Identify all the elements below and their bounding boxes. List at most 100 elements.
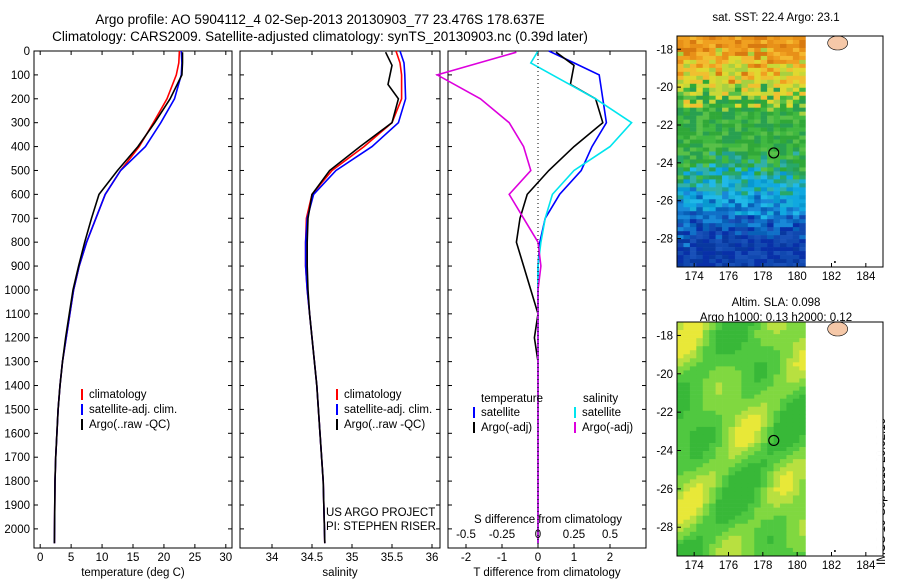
sla-map-cell [825, 491, 832, 496]
sst-map-cell [754, 219, 761, 224]
sla-map-cell [876, 434, 884, 440]
sst-map-cell [689, 259, 697, 264]
sst-map-cell [825, 123, 832, 128]
sla-map-cell [767, 511, 774, 516]
sst-map-cell [818, 215, 826, 220]
sla-map-cell [709, 430, 716, 436]
sst-map-cell [837, 195, 845, 200]
sst-map-cell [741, 171, 749, 176]
sst-map-cell [773, 139, 781, 144]
difference-axes-frame [447, 50, 647, 549]
sst-map-cell [773, 59, 781, 65]
sla-map-cell [747, 475, 755, 480]
sst-map-cell [870, 95, 877, 101]
sst-map-cell [825, 91, 832, 97]
sst-map-cell [689, 243, 697, 248]
sst-map-cell [696, 235, 704, 240]
sst-map-cell [773, 127, 781, 132]
sla-map-cell [876, 499, 884, 504]
sst-map-cell [696, 43, 704, 49]
sst-map-cell [728, 239, 736, 244]
sla-map-cell [702, 503, 710, 508]
sst-map-cell [805, 95, 813, 101]
sla-map-cell [844, 362, 852, 367]
sst-map-cell [683, 55, 691, 61]
sla-map-cell [715, 523, 723, 529]
sst-map-cell [812, 199, 819, 204]
sla-map-cell [747, 346, 755, 351]
sla-map-cell [722, 350, 729, 355]
sla-map-cell [702, 418, 710, 424]
sst-map-cell [741, 103, 749, 108]
sst-map-cell [850, 36, 858, 41]
sla-map-cell [715, 499, 723, 504]
sst-map-cell [837, 179, 845, 184]
sst-map-cell [677, 67, 684, 73]
sla-map-cell [683, 390, 691, 395]
sla-map-cell [677, 338, 684, 343]
sst-map-cell [677, 59, 684, 65]
sst-map-cell [722, 207, 729, 212]
sst-map-cell [812, 175, 819, 180]
sla-map-cell [805, 366, 813, 371]
sst-map-cell [831, 107, 839, 112]
sla-map-cell [792, 487, 800, 492]
sla-map-cell [728, 426, 736, 432]
chart-subtitle: Climatology: CARS2009. Satellite-adjuste… [52, 29, 588, 44]
sla-map-cell [863, 531, 871, 537]
sla-map-cell [728, 382, 736, 387]
sst-map-cell [767, 87, 774, 93]
sla-map-cell [792, 479, 800, 484]
sla-map-cell [876, 507, 884, 512]
sla-map-cell [696, 374, 704, 379]
sla-map-cell [689, 487, 697, 492]
sst-map-cell [799, 123, 807, 128]
sst-map-cell [837, 235, 845, 240]
sla-map-cell [850, 402, 858, 408]
sla-map-cell [792, 471, 800, 476]
sla-map-cell [805, 418, 813, 424]
sst-map-cell [715, 139, 723, 144]
sst-map-cell [831, 55, 839, 61]
sst-map-cell [696, 103, 704, 108]
sla-map-cell [683, 543, 691, 549]
sst-map-cell [876, 39, 884, 45]
sla-map-cell [683, 346, 691, 351]
sla-map-cell [734, 535, 742, 541]
sst-map-cell [876, 179, 884, 184]
sla-map-cell [870, 346, 877, 351]
sst-map-cell [863, 131, 871, 136]
sla-map-cell [837, 503, 845, 508]
sst-map-cell [754, 167, 761, 172]
sst-map-cell [844, 211, 852, 216]
sla-map-cell [683, 330, 691, 335]
sst-map-cell [767, 143, 774, 148]
sst-map-cell [677, 211, 684, 216]
sst-map-cell [747, 255, 755, 260]
sla-map-cell [747, 503, 755, 508]
sla-map-cell [805, 434, 813, 440]
sst-map-cell [825, 167, 832, 172]
sla-map-cell [780, 463, 787, 468]
sst-map-cell [702, 55, 710, 61]
sla-map-cell [747, 531, 755, 537]
sla-map-cell [677, 330, 684, 335]
sla-map-cell [722, 354, 729, 359]
sla-map-cell [786, 547, 794, 553]
depth-tick-label: 1400 [4, 381, 30, 393]
sst-map-cell [696, 203, 704, 208]
sla-map-cell [831, 551, 839, 557]
sst-map-cell [715, 123, 723, 128]
sst-map-cell [863, 95, 871, 101]
sst-map-cell [786, 75, 794, 81]
sst-map-cell [792, 47, 800, 53]
sla-map-cell [831, 467, 839, 472]
sla-map-cell [799, 491, 807, 496]
sst-map-cell [715, 167, 723, 172]
sla-map-cell [780, 467, 787, 472]
sst-map-cell [754, 59, 761, 65]
sst-map-cell [747, 123, 755, 128]
sla-map-cell [780, 374, 787, 379]
sla-map-cell [831, 374, 839, 379]
sla-map-cell [863, 402, 871, 408]
